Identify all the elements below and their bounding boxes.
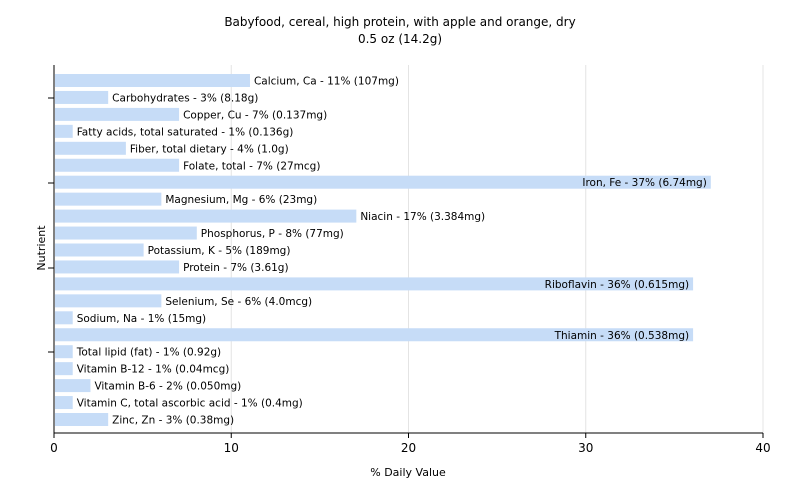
bar [55,294,162,308]
x-tick-label: 40 [755,441,770,455]
bar [55,345,73,359]
bar-label: Vitamin C, total ascorbic acid - 1% (0.4… [77,398,303,410]
bar [55,379,91,393]
bar-label: Calcium, Ca - 11% (107mg) [254,76,399,88]
x-axis-label: % Daily Value [370,466,446,479]
x-tick-label: 0 [50,441,58,455]
bar [55,226,197,240]
bar [55,362,73,376]
bar-label: Magnesium, Mg - 6% (23mg) [165,194,317,206]
bar-label: Carbohydrates - 3% (8.18g) [112,92,258,104]
x-tick-label: 20 [401,441,416,455]
bar-label: Thiamin - 36% (0.538mg) [554,330,690,342]
bar [55,90,109,104]
bar [55,277,694,291]
axes: 0 10 20 30 40 [48,65,771,455]
y-axis-label: Nutrient [35,225,48,271]
bar-label: Fatty acids, total saturated - 1% (0.136… [77,126,294,138]
bar-label: Vitamin B-6 - 2% (0.050mg) [94,381,241,393]
bar [55,209,357,223]
bar [55,260,180,274]
bar [55,192,162,206]
bar-label: Fiber, total dietary - 4% (1.0g) [130,143,289,155]
bar-label: Copper, Cu - 7% (0.137mg) [183,109,327,121]
bar-label: Phosphorus, P - 8% (77mg) [201,228,344,240]
bar [55,396,73,410]
bar-label: Sodium, Na - 1% (15mg) [77,313,206,325]
bar-label: Vitamin B-12 - 1% (0.04mcg) [77,364,230,376]
bar-label: Protein - 7% (3.61g) [183,262,289,274]
bar [55,107,180,121]
bar-label: Potassium, K - 5% (189mg) [148,245,291,257]
bar [55,175,711,189]
bar-label: Total lipid (fat) - 1% (0.92g) [76,347,221,359]
bar [55,243,144,257]
bars: Calcium, Ca - 11% (107mg) Carbohydrates -… [55,74,711,427]
bar-label: Iron, Fe - 37% (6.74mg) [582,177,706,189]
bar [55,311,73,325]
x-tick-label: 30 [578,441,593,455]
bar-label: Riboflavin - 36% (0.615mg) [545,279,689,291]
bar-label: Zinc, Zn - 3% (0.38mg) [112,415,234,427]
x-tick-label: 10 [224,441,239,455]
bar [55,413,109,426]
chart-title: Babyfood, cereal, high protein, with app… [224,15,576,29]
bar-label: Niacin - 17% (3.384mg) [360,211,485,223]
bar-label: Selenium, Se - 6% (4.0mcg) [165,296,312,308]
bar [55,141,126,155]
chart-subtitle: 0.5 oz (14.2g) [357,32,443,46]
gridlines [230,65,764,433]
bar [55,124,73,138]
bar [55,158,180,172]
bar-label: Folate, total - 7% (27mcg) [183,160,320,172]
bar [55,328,694,342]
bar [55,74,250,87]
